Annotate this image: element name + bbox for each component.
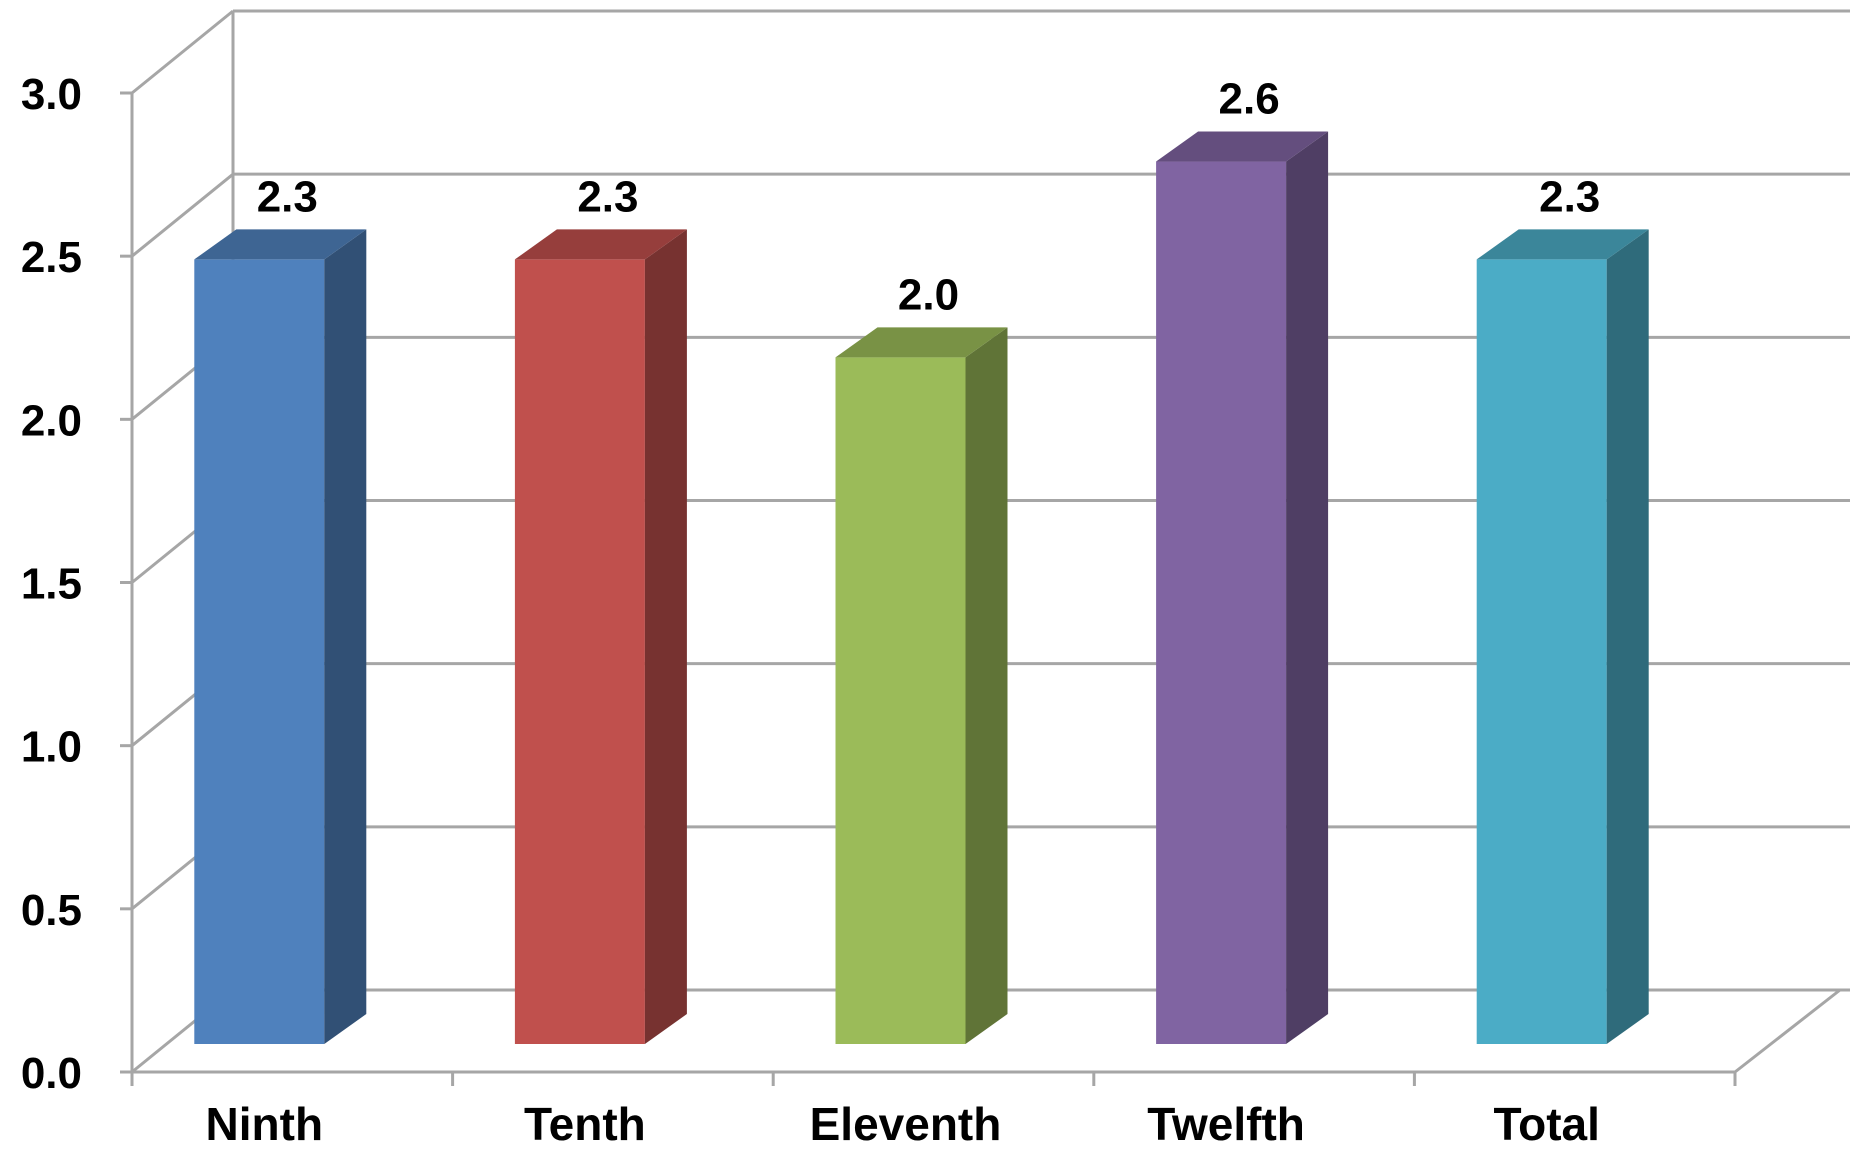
x-category-label: Eleventh bbox=[810, 1098, 1002, 1150]
bar-top bbox=[194, 229, 367, 260]
y-tick-label: 3.0 bbox=[21, 70, 82, 119]
data-label: 2.0 bbox=[898, 270, 959, 319]
gridline-diagonal bbox=[131, 173, 234, 258]
x-category-label: Total bbox=[1493, 1098, 1599, 1150]
y-tick-label: 0.5 bbox=[21, 886, 82, 935]
y-tick-label: 2.5 bbox=[21, 233, 82, 282]
bar bbox=[194, 259, 325, 1044]
y-tick-label: 2.0 bbox=[21, 396, 82, 445]
data-label: 2.6 bbox=[1219, 75, 1280, 124]
bar-top bbox=[835, 327, 1008, 358]
chart-axes: 0.0 0.5 1.0 1.5 2.0 2.5 3.0 bbox=[21, 11, 1841, 1098]
chart-labels: 2.3 Ninth 2.3 Tenth 2.0 Eleventh 2.6 Twelfth 2.3… bbox=[206, 75, 1601, 1150]
data-label: 2.3 bbox=[577, 172, 638, 221]
data-label: 2.3 bbox=[257, 172, 318, 221]
bar bbox=[835, 357, 966, 1044]
bar-side bbox=[324, 229, 367, 1044]
bar bbox=[514, 259, 645, 1044]
y-tick-label: 1.5 bbox=[21, 560, 82, 609]
bar-top bbox=[514, 229, 687, 260]
x-category-label: Tenth bbox=[524, 1098, 646, 1150]
floor-edge-right bbox=[1734, 988, 1841, 1074]
gridline-diagonal bbox=[131, 9, 234, 95]
bar-side bbox=[1606, 229, 1649, 1044]
bar-side bbox=[644, 229, 687, 1044]
bar-side bbox=[965, 327, 1008, 1044]
data-label: 2.3 bbox=[1539, 172, 1600, 221]
chart-grid bbox=[131, 9, 1850, 1074]
bar bbox=[1156, 161, 1287, 1045]
chart-bars bbox=[194, 131, 1649, 1045]
bar-top bbox=[1156, 131, 1329, 162]
y-tick-label: 1.0 bbox=[21, 723, 82, 772]
x-category-label: Twelfth bbox=[1147, 1098, 1305, 1150]
bar-side bbox=[1286, 131, 1329, 1045]
x-category-label: Ninth bbox=[206, 1098, 324, 1150]
bar bbox=[1476, 259, 1607, 1044]
bar-top bbox=[1476, 229, 1649, 260]
y-tick-label: 0.0 bbox=[21, 1049, 82, 1098]
